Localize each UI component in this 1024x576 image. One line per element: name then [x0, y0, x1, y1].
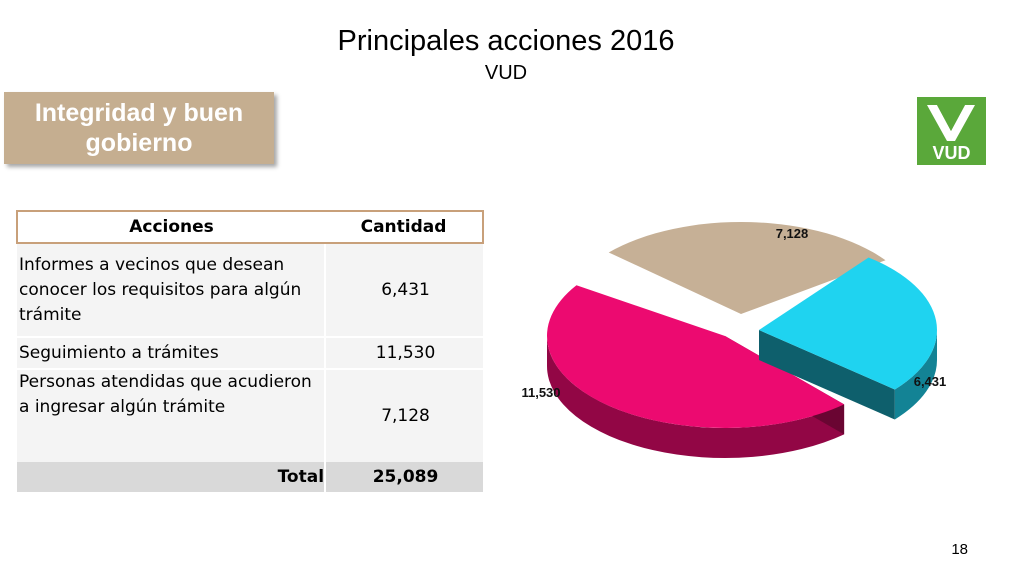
cell-cantidad: 11,530 [325, 336, 483, 369]
page-number: 18 [951, 541, 968, 558]
pie-slice-1 [547, 285, 845, 458]
table-total-row: Total 25,089 [17, 462, 483, 492]
total-value: 25,089 [325, 462, 483, 492]
slide-title: Principales acciones 2016 [337, 25, 675, 57]
pie-slice-top-0 [759, 257, 937, 390]
pie-chart: 6,431 11,530 7,128 [521, 222, 947, 458]
pie-slice-side-0 [894, 330, 937, 420]
pie-data-label-1: 11,530 [521, 385, 560, 400]
table-row: Personas atendidas que acudieron a ingre… [17, 368, 483, 462]
pie-data-label-2: 7,128 [776, 226, 809, 241]
cell-cantidad: 7,128 [325, 368, 483, 462]
pie-slice-0 [759, 257, 937, 420]
pie-data-label-0: 6,431 [914, 374, 947, 389]
section-label: Integridad y buen gobierno [34, 99, 244, 157]
slide-subtitle: VUD [484, 62, 528, 84]
cell-accion: Personas atendidas que acudieron a ingre… [17, 368, 327, 462]
table-row: Informes a vecinos que desean conocer lo… [17, 243, 483, 337]
pie-slice-2 [608, 222, 886, 314]
logo-text: VUD [932, 143, 970, 163]
header-cantidad: Cantidad [325, 210, 484, 244]
pie-slice-face-0 [759, 330, 895, 420]
pie-slice-side-1 [547, 336, 845, 458]
actions-table: Acciones Cantidad Informes a vecinos que… [15, 210, 484, 492]
pie-slice-top-2 [608, 222, 886, 314]
total-label: Total [17, 462, 327, 492]
table-row: Seguimiento a trámites 11,530 [17, 336, 483, 369]
cell-cantidad: 6,431 [325, 243, 483, 337]
cell-accion: Informes a vecinos que desean conocer lo… [17, 243, 327, 337]
cell-accion: Seguimiento a trámites [17, 336, 327, 369]
section-label-box: Integridad y buen gobierno [4, 92, 274, 164]
pie-slice-top-1 [547, 285, 845, 428]
vud-logo: VUD [917, 97, 986, 165]
header-acciones: Acciones [15, 210, 326, 244]
vud-logo-icon: VUD [927, 105, 975, 163]
table-header-row: Acciones Cantidad [15, 210, 484, 244]
